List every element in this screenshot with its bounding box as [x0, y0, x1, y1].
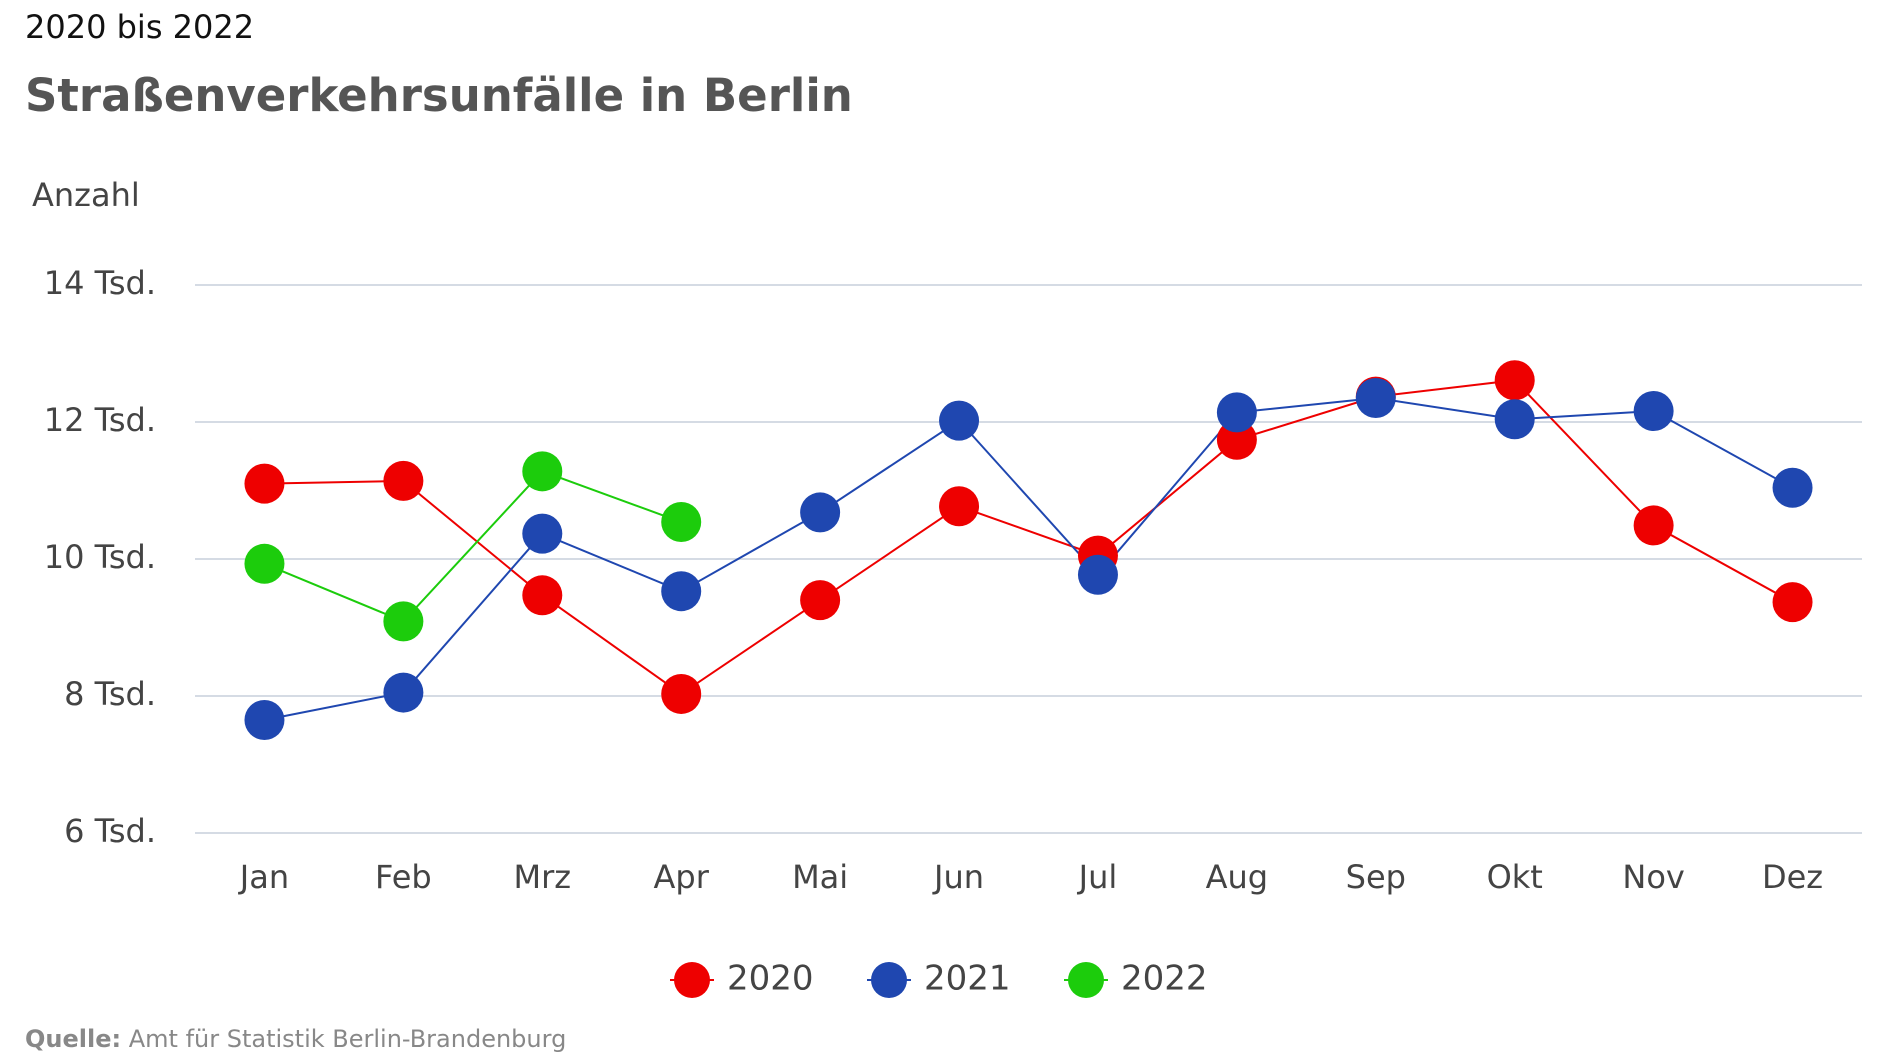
y-tick-label: 14 Tsd. — [44, 264, 156, 302]
y-axis-label: Anzahl — [32, 176, 140, 214]
legend-label: 2022 — [1121, 959, 1208, 999]
legend-marker — [1068, 962, 1104, 998]
x-tick-label: Jan — [238, 858, 289, 896]
series-line — [264, 379, 1794, 696]
x-tick-label: Feb — [375, 858, 432, 896]
data-point — [1772, 467, 1813, 508]
x-tick-label: Jul — [1077, 858, 1118, 896]
y-tick-label: 8 Tsd. — [64, 675, 156, 713]
x-tick-label: Jun — [932, 858, 984, 896]
x-tick-label: Mai — [792, 858, 848, 896]
data-point — [522, 451, 563, 492]
x-tick-label: Apr — [654, 858, 710, 896]
x-tick-label: Okt — [1487, 858, 1543, 896]
data-point — [1494, 360, 1535, 401]
data-point — [522, 575, 563, 616]
data-point — [939, 400, 980, 441]
data-point — [1633, 505, 1674, 546]
data-point — [661, 571, 702, 612]
data-point — [1216, 419, 1257, 460]
data-point — [1355, 378, 1396, 419]
series-line — [264, 470, 682, 623]
y-tick-label: 12 Tsd. — [44, 401, 156, 439]
x-tick-label: Mrz — [514, 858, 572, 896]
x-tick-label: Dez — [1762, 858, 1823, 896]
data-point — [244, 699, 285, 740]
source-text: Amt für Statistik Berlin-Brandenburg — [129, 1025, 567, 1053]
data-point — [1633, 391, 1674, 432]
legend-label: 2021 — [924, 959, 1011, 999]
data-point — [383, 672, 424, 713]
chart-title: Straßenverkehrsunfälle in Berlin — [25, 69, 853, 122]
series-line — [264, 397, 1794, 721]
x-tick-label: Aug — [1206, 858, 1268, 896]
legend-marker — [674, 962, 710, 998]
data-point — [661, 502, 702, 543]
y-tick-label: 10 Tsd. — [44, 538, 156, 576]
legend-marker — [871, 962, 907, 998]
data-point — [383, 601, 424, 642]
x-tick-label: Sep — [1346, 858, 1406, 896]
data-point — [1772, 582, 1813, 623]
data-point — [800, 492, 841, 533]
data-point — [661, 673, 702, 714]
y-tick-label: 6 Tsd. — [64, 812, 156, 850]
data-point — [1216, 392, 1257, 433]
data-point — [383, 460, 424, 501]
source-label: Quelle: — [25, 1025, 121, 1053]
data-point — [244, 543, 285, 584]
data-point — [800, 580, 841, 621]
data-point — [522, 513, 563, 554]
x-tick-label: Nov — [1622, 858, 1684, 896]
source: Quelle: Amt für Statistik Berlin-Branden… — [25, 1025, 566, 1053]
data-point — [1494, 399, 1535, 440]
data-point — [244, 463, 285, 504]
data-point — [1077, 554, 1118, 595]
legend-label: 2020 — [727, 959, 814, 999]
chart-subtitle: 2020 bis 2022 — [25, 8, 254, 46]
data-point — [939, 486, 980, 527]
